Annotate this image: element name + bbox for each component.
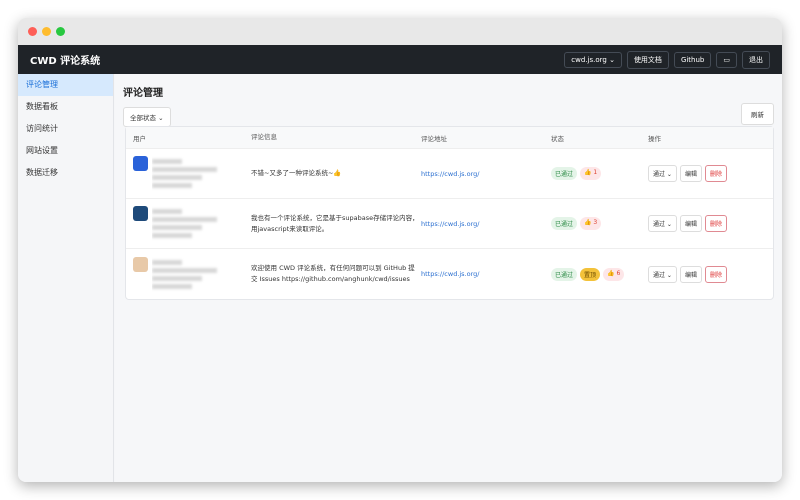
col-comment: 评论信息 [251,133,277,141]
comment-url-link[interactable]: https://cwd.js.org/ [421,169,480,178]
app-title: CWD 评论系统 [30,56,101,67]
thumbs-up-icon: 👍 [584,219,592,226]
edit-button[interactable]: 编辑 [679,165,702,182]
user-cell [126,206,251,241]
table-row: 欢迎使用 CWD 评论系统，有任何问题可以到 GitHub 提交 Issues … [126,249,773,299]
table-row: 不错~又多了一种评论系统~👍 https://cwd.js.org/ 已通过 👍… [126,149,773,199]
delete-button[interactable]: 删除 [704,215,727,232]
docs-button[interactable]: 使用文档 [626,50,669,69]
blurred-user-info [152,257,222,292]
avatar [133,156,148,171]
blurred-user-info [152,156,222,191]
actions-cell: 通过 ⌄ 编辑 删除 [648,215,773,232]
site-select[interactable]: cwd.js.org ⌄ [564,51,622,68]
comment-text: 欢迎使用 CWD 评论系统，有任何问题可以到 GitHub 提交 Issues … [251,264,415,283]
sidebar-item-settings[interactable]: 网站设置 [26,146,58,155]
top-nav: CWD 评论系统 cwd.js.org ⌄ 使用文档 Github ▭ 退出 [18,45,782,74]
avatar [133,206,148,221]
actions-cell: 通过 ⌄ 编辑 删除 [648,165,773,182]
thumbs-up-icon: 👍 [607,269,615,277]
status-badge: 已通过 [551,267,578,281]
status-badge: 已通过 [551,217,578,230]
sidebar-item-dashboard[interactable]: 数据看板 [26,102,58,111]
title-bar [18,18,782,45]
pinned-badge: 置顶 [580,267,601,281]
main-content: 评论管理 全部状态 ⌄ 刷新 用户 评论信息 评论地址 状态 操作 不错~又多了… [115,74,782,482]
action-select[interactable]: 通过 ⌄ [648,265,677,283]
maximize-window-button[interactable] [56,27,65,36]
comment-url-link[interactable]: https://cwd.js.org/ [421,219,480,228]
status-filter-select[interactable]: 全部状态 ⌄ [123,107,171,127]
monitor-icon[interactable]: ▭ [716,51,737,68]
minimize-window-button[interactable] [42,27,51,36]
comment-text: 不错~又多了一种评论系统~👍 [251,169,342,177]
action-select[interactable]: 通过 ⌄ [648,165,677,182]
sidebar: 评论管理 数据看板 访问统计 网站设置 数据迁移 [18,74,114,482]
likes-badge: 👍 1 [580,167,602,180]
status-badge: 已通过 [551,167,578,180]
col-status: 状态 [551,134,564,143]
table-header: 用户 评论信息 评论地址 状态 操作 [126,127,773,149]
comments-table: 用户 评论信息 评论地址 状态 操作 不错~又多了一种评论系统~👍 https:… [125,126,774,300]
comment-url-link[interactable]: https://cwd.js.org/ [421,270,480,278]
github-button[interactable]: Github [673,51,712,68]
edit-button[interactable]: 编辑 [679,215,702,232]
actions-cell: 通过 ⌄ 编辑 删除 [648,265,773,283]
blurred-user-info [152,206,222,241]
likes-badge: 👍 3 [580,217,602,230]
sidebar-item-comments[interactable]: 评论管理 [18,74,113,96]
delete-button[interactable]: 删除 [704,165,727,182]
col-url: 评论地址 [421,134,447,143]
avatar [133,256,148,272]
refresh-button[interactable]: 刷新 [741,103,774,125]
comment-text: 我也有一个评论系统，它是基于supabase存储评论内容，用javascript… [251,213,419,233]
status-cell: 已通过 置顶 👍 6 [551,267,648,281]
table-row: 我也有一个评论系统，它是基于supabase存储评论内容，用javascript… [126,199,773,249]
sidebar-item-migration[interactable]: 数据迁移 [26,168,58,177]
likes-badge: 👍 6 [603,267,625,281]
col-user: 用户 [133,134,146,143]
delete-button[interactable]: 删除 [704,265,727,283]
col-actions: 操作 [648,134,661,143]
sidebar-item-analytics[interactable]: 访问统计 [26,124,58,133]
action-select[interactable]: 通过 ⌄ [648,215,677,232]
user-cell [126,256,251,292]
status-cell: 已通过 👍 1 [551,167,648,180]
close-window-button[interactable] [28,27,37,36]
app-window: CWD 评论系统 cwd.js.org ⌄ 使用文档 Github ▭ 退出 评… [18,18,782,482]
thumbs-up-icon: 👍 [584,169,592,176]
user-cell [126,156,251,191]
logout-button[interactable]: 退出 [742,50,770,69]
status-cell: 已通过 👍 3 [551,217,648,230]
page-title: 评论管理 [123,88,163,99]
edit-button[interactable]: 编辑 [679,265,702,283]
